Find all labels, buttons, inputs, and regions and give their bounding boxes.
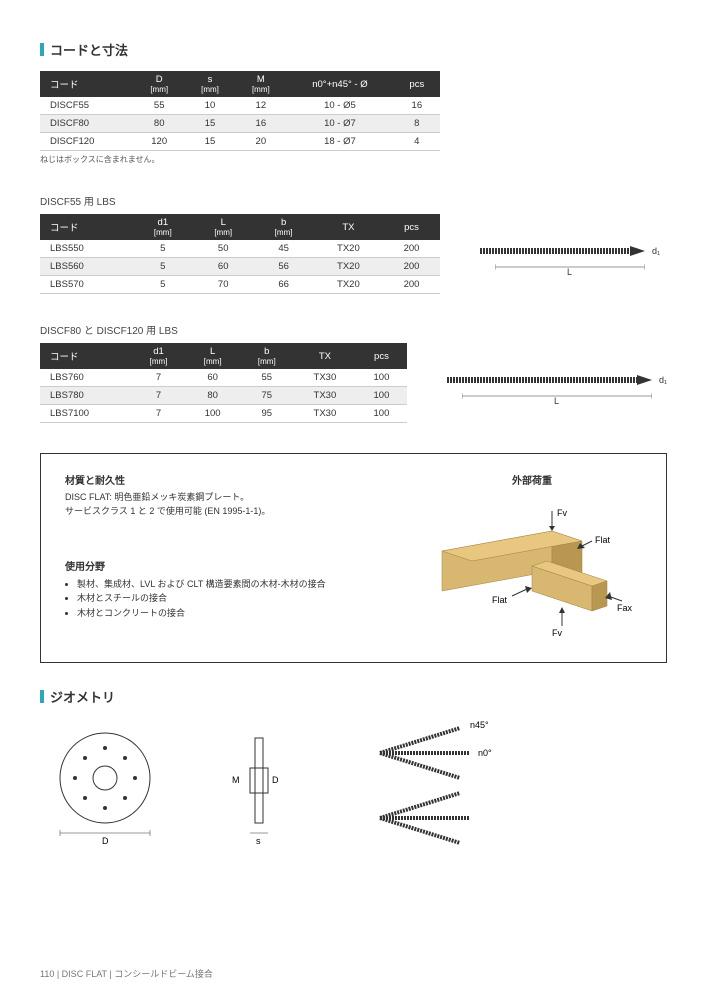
th: コード	[40, 343, 131, 369]
table-note: ねじはボックスに含まれません。	[40, 154, 667, 165]
dim-icon: L	[495, 262, 645, 276]
svg-text:Fax: Fax	[617, 603, 633, 613]
th: d1[mm]	[133, 214, 193, 240]
list-item: 木材とスチールの接合	[77, 591, 392, 605]
material-text: サービスクラス 1 と 2 で使用可能 (EN 1995-1-1)。	[65, 505, 392, 519]
screw-icon: d₁	[447, 371, 667, 389]
svg-text:Flat: Flat	[595, 535, 611, 545]
list-item: 製材、集成材、LVL および CLT 構造要素間の木材-木材の接合	[77, 577, 392, 591]
th: コード	[40, 71, 134, 97]
subhead-lbs80: DISCF80 と DISCF120 用 LBS	[40, 322, 667, 337]
svg-text:n45°: n45°	[470, 720, 489, 730]
table-lbs55: コード d1[mm] L[mm] b[mm] TX pcs LBS5505504…	[40, 214, 440, 294]
table-row: LBS55055045TX20200	[40, 240, 440, 258]
disc-side-icon: M D s	[210, 718, 310, 848]
screw-diagram: d₁ L	[480, 242, 660, 276]
th: b[mm]	[253, 214, 313, 240]
svg-text:n0°: n0°	[478, 748, 492, 758]
table-header-row: コード d1[mm] L[mm] b[mm] TX pcs	[40, 343, 407, 369]
th: n0°+n45° - Ø	[286, 71, 393, 97]
disc-front-icon: D	[40, 718, 170, 848]
table-row: LBS7100710095TX30100	[40, 405, 407, 423]
svg-text:L: L	[567, 267, 572, 276]
table-lbs80: コード d1[mm] L[mm] b[mm] TX pcs LBS7607605…	[40, 343, 407, 423]
screw-icon: d₁	[480, 242, 660, 260]
table-row: LBS56056056TX20200	[40, 258, 440, 276]
section-title-codes-text: コードと寸法	[50, 40, 128, 59]
th: L[mm]	[186, 343, 240, 369]
info-box-left: 材質と耐久性 DISC FLAT: 明色亜鉛メッキ炭素鋼プレート。 サービスクラ…	[65, 472, 392, 644]
subhead-lbs55: DISCF55 用 LBS	[40, 193, 667, 208]
table-row: DISCF120120152018 - Ø74	[40, 133, 440, 151]
th: pcs	[356, 343, 407, 369]
section-title-geometry-text: ジオメトリ	[50, 687, 115, 706]
table-discf: コード D[mm] s[mm] M[mm] n0°+n45° - Ø pcs D…	[40, 71, 440, 151]
svg-text:d₁: d₁	[659, 375, 667, 385]
screw-angles-icon: n45° n0°	[350, 718, 570, 858]
info-box: 材質と耐久性 DISC FLAT: 明色亜鉛メッキ炭素鋼プレート。 サービスクラ…	[40, 453, 667, 663]
th: s[mm]	[185, 71, 236, 97]
section-title-geometry: ジオメトリ	[40, 687, 667, 706]
svg-text:s: s	[256, 836, 261, 846]
dim-icon: L	[462, 391, 652, 405]
geometry-row: D M D s n45° n0°	[40, 718, 667, 858]
table-row: DISCF5555101210 - Ø516	[40, 97, 440, 115]
svg-text:D: D	[272, 775, 279, 785]
page-footer: 110 | DISC FLAT | コンシールドビーム接合	[40, 967, 213, 980]
svg-text:Fv: Fv	[557, 508, 567, 518]
th: コード	[40, 214, 133, 240]
table-header-row: コード d1[mm] L[mm] b[mm] TX pcs	[40, 214, 440, 240]
section-title-codes: コードと寸法	[40, 40, 667, 59]
load-diagram-icon: Fv Flat Flat Fv Fax	[422, 491, 642, 641]
table-row: DISCF8080151610 - Ø78	[40, 115, 440, 133]
material-title: 材質と耐久性	[65, 472, 392, 487]
th: d1[mm]	[131, 343, 185, 369]
th: pcs	[383, 214, 440, 240]
application-list: 製材、集成材、LVL および CLT 構造要素間の木材-木材の接合 木材とスチー…	[65, 577, 392, 620]
table-row: LBS57057066TX20200	[40, 276, 440, 294]
th: TX	[314, 214, 383, 240]
table-row: LBS76076055TX30100	[40, 369, 407, 387]
table-row: LBS78078075TX30100	[40, 387, 407, 405]
info-box-right: 外部荷重 Fv Flat Flat Fv Fax	[422, 472, 642, 644]
svg-text:d₁: d₁	[652, 246, 660, 256]
th: D[mm]	[134, 71, 185, 97]
application-title: 使用分野	[65, 558, 392, 573]
th: b[mm]	[240, 343, 294, 369]
svg-text:Fv: Fv	[552, 628, 562, 638]
th: L[mm]	[193, 214, 253, 240]
svg-text:Flat: Flat	[492, 595, 508, 605]
load-title: 外部荷重	[422, 472, 642, 487]
material-text: DISC FLAT: 明色亜鉛メッキ炭素鋼プレート。	[65, 491, 392, 505]
th: TX	[294, 343, 356, 369]
screw-diagram: d₁ L	[447, 371, 667, 405]
table-header-row: コード D[mm] s[mm] M[mm] n0°+n45° - Ø pcs	[40, 71, 440, 97]
list-item: 木材とコンクリートの接合	[77, 606, 392, 620]
svg-text:M: M	[232, 775, 240, 785]
svg-text:L: L	[554, 396, 559, 405]
svg-text:D: D	[102, 836, 109, 846]
th: pcs	[394, 71, 440, 97]
th: M[mm]	[235, 71, 286, 97]
